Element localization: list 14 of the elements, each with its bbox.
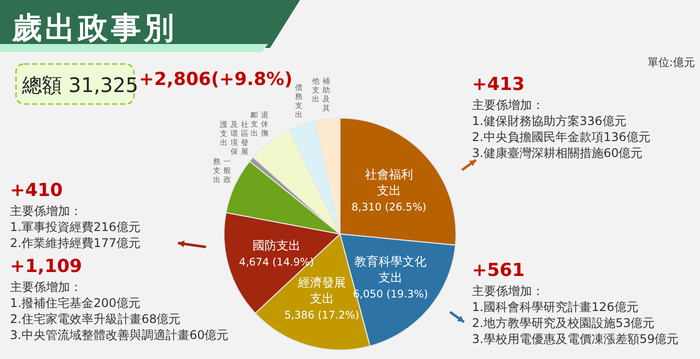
slice-label: 經濟發展支出 xyxy=(296,276,346,306)
slice-label: 社會福利支出 xyxy=(364,168,413,198)
text: 單位:億元 xyxy=(647,56,695,69)
text: +1,109 主要係增加： 1.撥補住宅基金200億元 2.住宅家電效率升級計畫68億元 3.中央管流域整體改善與調適計畫60億元 xyxy=(10,256,229,342)
data-label: 5,386 (17.2%) xyxy=(284,310,360,322)
data-label: 8,310 (26.5%) xyxy=(351,202,426,214)
slice-label: 教育科學文化支出 xyxy=(354,254,426,285)
text: +413 主要係增加： 1.健保財務協助方案336億元 2.中央負擔國民年金款項136億元 3.健康臺灣深耕相關措施60億元 xyxy=(472,74,650,160)
text: +410 主要係增加： 1.軍事投資經費216億元 2.作業維持經費177億元 xyxy=(10,180,140,250)
slice-label: 國防支出 xyxy=(252,238,301,252)
text: +561 主要係增加： 1.國科會科學研究計畫126億元 2.地方教學研究及校園設施53億元 3.學校用電優惠及電價凍漲差額59億元 xyxy=(472,260,679,346)
text: 總額 31,325 xyxy=(21,73,138,97)
chart-title: 歲出政事別 xyxy=(11,11,177,46)
text: +2,806(+9.8%) xyxy=(139,69,292,90)
